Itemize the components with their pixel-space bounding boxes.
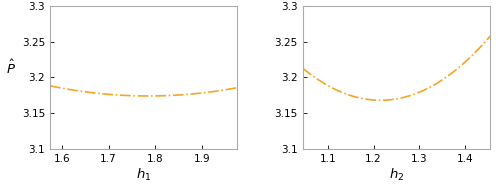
Y-axis label: $\hat{P}$: $\hat{P}$ <box>6 59 16 77</box>
X-axis label: $h_2$: $h_2$ <box>388 167 404 183</box>
X-axis label: $h_1$: $h_1$ <box>136 167 152 183</box>
